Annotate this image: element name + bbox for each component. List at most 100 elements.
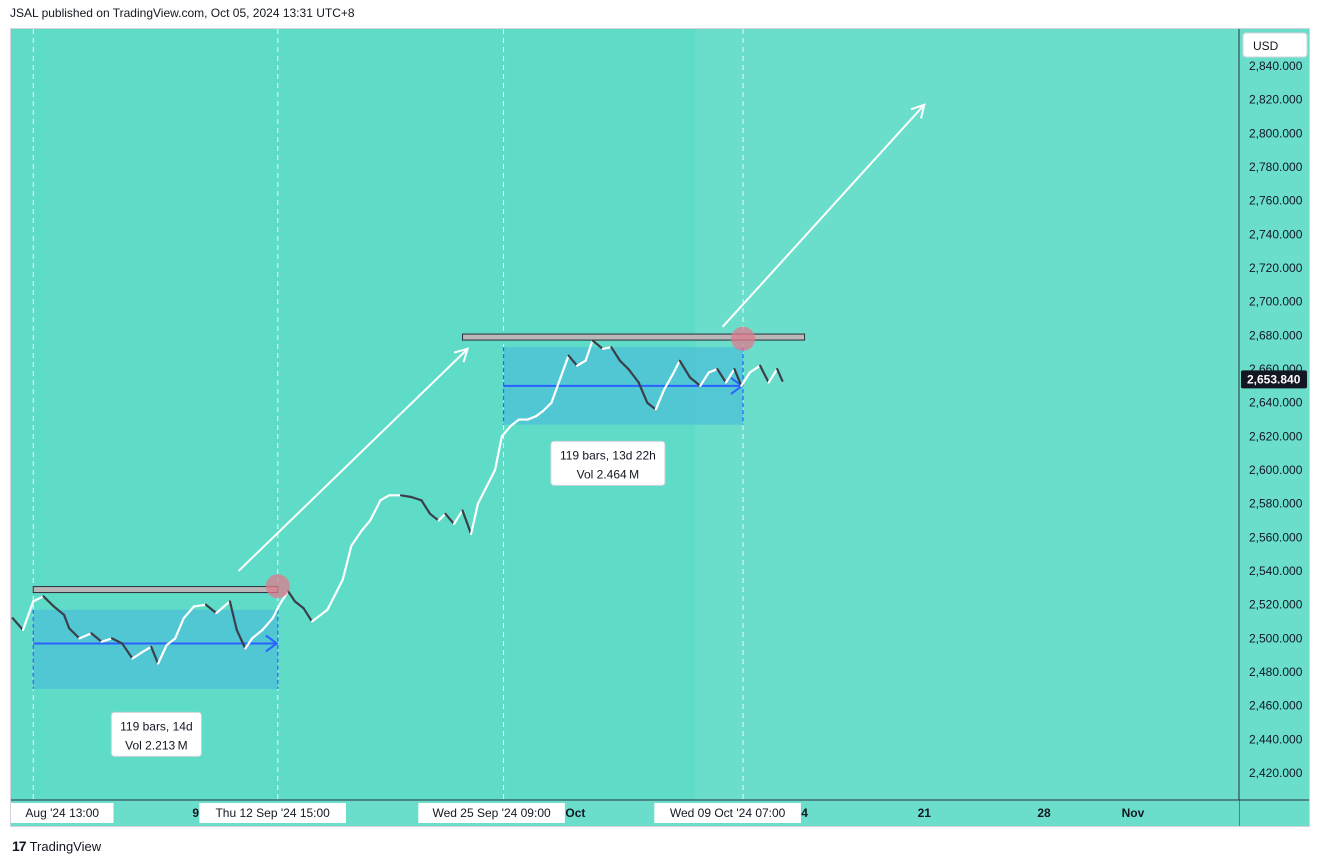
projection-arrow-head: [453, 347, 470, 363]
price-tick-label: 2,500.000: [1249, 631, 1303, 645]
price-candle: [646, 401, 657, 411]
price-candle: [663, 372, 674, 391]
price-tick-label: 2,420.000: [1249, 766, 1303, 780]
price-tick-label: 2,560.000: [1249, 530, 1303, 544]
price-candle: [767, 367, 779, 384]
price-candle: [204, 603, 218, 615]
price-tick-label: 2,820.000: [1249, 93, 1303, 107]
time-tick-label: Wed 09 Oct '24 07:00: [670, 806, 786, 820]
price-candle: [420, 499, 432, 515]
price-candle: [724, 367, 736, 384]
price-tick-label: 2,460.000: [1249, 699, 1303, 713]
price-candle: [591, 339, 604, 350]
price-tick-label: 2,580.000: [1249, 497, 1303, 511]
currency-button: [1242, 32, 1308, 58]
chart-panel[interactable]: 119 bars, 14d Vol 2.213 M 119 bars, 13d 22…: [10, 28, 1310, 827]
measure-label-volume: Vol 2.464 M: [577, 467, 639, 481]
price-candle: [399, 494, 413, 499]
price-candle: [379, 494, 391, 502]
price-candle: [437, 512, 447, 522]
price-candle: [671, 359, 681, 376]
price-tick-label: 2,700.000: [1249, 295, 1303, 309]
price-candle: [32, 595, 45, 603]
price-candle: [550, 378, 562, 404]
price-candle: [286, 590, 297, 603]
price-candle: [228, 600, 238, 632]
projection-arrow-head: [910, 103, 926, 119]
price-candle: [110, 637, 124, 645]
tradingview-logo-icon: 17: [12, 838, 27, 854]
price-candle: [493, 435, 503, 472]
price-candle: [601, 346, 613, 350]
currency-label: USD: [1253, 39, 1279, 53]
price-tick-label: 2,680.000: [1249, 328, 1303, 342]
price-candle: [11, 617, 25, 632]
price-tick-label: 2,480.000: [1249, 665, 1303, 679]
price-candle: [261, 617, 274, 632]
time-tick-label: Nov: [1122, 806, 1145, 820]
price-chart[interactable]: 119 bars, 14d Vol 2.213 M 119 bars, 13d 22…: [11, 29, 1310, 827]
price-candle: [326, 591, 338, 611]
projection-arrow-line: [237, 348, 469, 572]
price-candle: [42, 595, 55, 608]
measure-arrow-head: [265, 634, 279, 653]
price-candle: [121, 642, 134, 660]
time-tick-label: Thu 12 Sep '24 15:00: [215, 806, 330, 820]
price-tick-label: 2,800.000: [1249, 126, 1303, 140]
price-candle: [748, 364, 762, 374]
price-candle: [759, 364, 770, 384]
price-candle: [509, 418, 521, 428]
price-candle: [716, 367, 728, 384]
price-tick-label: 2,440.000: [1249, 732, 1303, 746]
price-candle: [469, 502, 480, 536]
price-candle: [541, 401, 553, 413]
projection-arrow-line: [721, 104, 926, 328]
price-candle: [485, 468, 497, 488]
price-candle: [688, 376, 702, 387]
price-candle: [165, 637, 177, 647]
price-candle: [654, 388, 666, 411]
price-candle: [627, 367, 640, 384]
price-candle: [637, 381, 649, 404]
last-price-tag: [1241, 370, 1307, 389]
price-candle: [192, 603, 208, 608]
price-candle: [461, 509, 473, 536]
time-highlight-box: [654, 803, 801, 823]
price-candle: [776, 367, 784, 382]
breakout-circle-icon: [731, 326, 756, 351]
price-candle: [244, 637, 254, 650]
price-candle: [610, 346, 621, 362]
price-candle: [174, 617, 185, 640]
price-tick-label: 2,840.000: [1249, 59, 1303, 73]
price-candle: [740, 371, 751, 387]
price-candle: [62, 613, 71, 630]
price-candle: [350, 529, 363, 547]
resistance-line: [32, 586, 279, 594]
measure-label-box: [110, 711, 202, 757]
time-tick-label: Wed 25 Sep '24 09:00: [433, 806, 551, 820]
time-highlight-box: [199, 803, 346, 823]
price-candle: [428, 512, 440, 522]
price-candle: [21, 600, 35, 632]
price-candle: [733, 367, 743, 387]
time-tick-label: 28: [1037, 806, 1051, 820]
price-candle: [271, 603, 281, 620]
breakout-circle-icon: [265, 574, 290, 599]
price-tick-label: 2,520.000: [1249, 598, 1303, 612]
price-candle: [90, 632, 103, 643]
price-candle: [150, 645, 160, 665]
price-candle: [699, 371, 710, 387]
resistance-line: [462, 333, 806, 341]
price-candle: [500, 425, 512, 438]
price-candle: [707, 367, 719, 374]
price-candle: [452, 509, 464, 526]
price-tick-label: 2,740.000: [1249, 227, 1303, 241]
price-candle: [293, 600, 305, 610]
measure-label-bars: 119 bars, 13d 22h: [560, 448, 656, 462]
price-tick-label: 2,620.000: [1249, 429, 1303, 443]
last-price-label: 2,653.840: [1247, 372, 1301, 386]
price-candle: [369, 499, 382, 522]
measure-label-box: [550, 440, 666, 486]
price-tick-label: 2,760.000: [1249, 194, 1303, 208]
price-candle: [476, 485, 488, 505]
